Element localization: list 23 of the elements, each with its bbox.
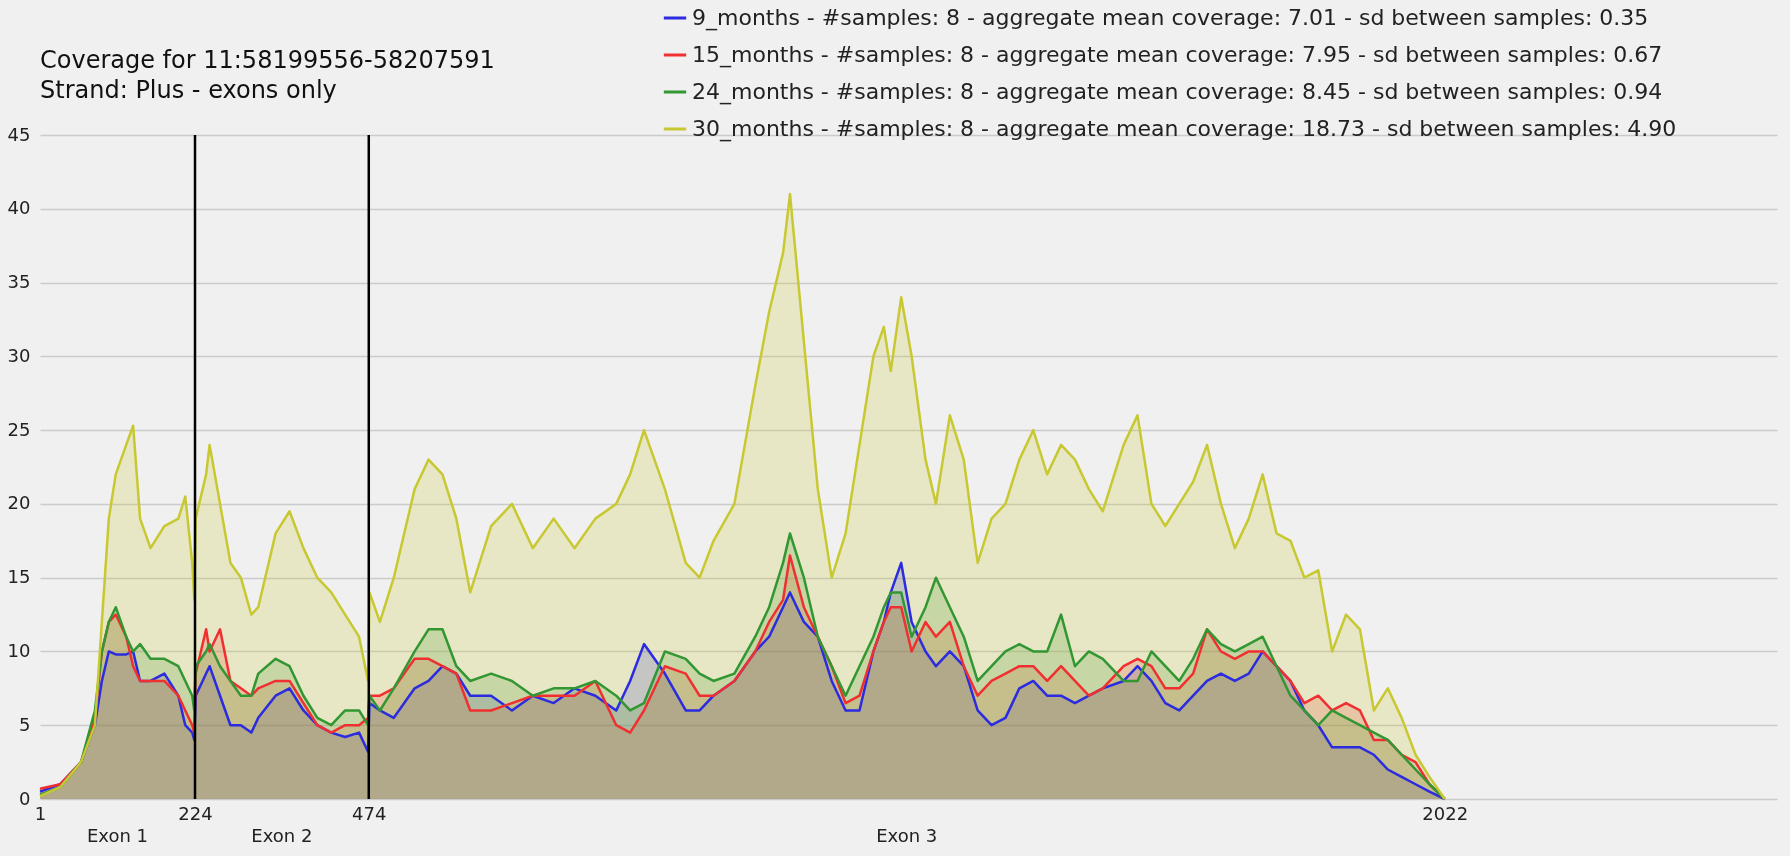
y-tick-label: 10 bbox=[7, 639, 31, 661]
y-tick-label: 15 bbox=[7, 566, 31, 588]
y-tick-label: 45 bbox=[7, 123, 31, 145]
legend-label: 9_months - #samples: 8 - aggregate mean coverage: 7.01 - sd between samples: 0.35 bbox=[692, 5, 1649, 31]
y-tick-label: 25 bbox=[7, 418, 31, 440]
y-tick-label: 30 bbox=[7, 344, 31, 366]
legend-label: 24_months - #samples: 8 - aggregate mean coverage: 8.45 - sd between samples: 0.94 bbox=[692, 79, 1663, 105]
y-tick-label: 5 bbox=[19, 713, 31, 735]
x-tick-label: 1 bbox=[34, 802, 47, 824]
text: Exon 3 bbox=[876, 825, 938, 846]
legend-label: 15_months - #samples: 8 - aggregate mean coverage: 7.95 - sd between samples: 0.67 bbox=[692, 42, 1663, 68]
x-tick-label: 2022 bbox=[1422, 802, 1469, 824]
text: Exon 2 bbox=[251, 825, 313, 846]
x-tick-label: 474 bbox=[352, 802, 387, 824]
chart-title: Coverage for 11:58199556-58207591 bbox=[40, 46, 495, 74]
y-tick-label: 35 bbox=[7, 271, 31, 293]
chart-subtitle: Strand: Plus - exons only bbox=[40, 76, 337, 104]
x-tick-label: 224 bbox=[178, 802, 213, 824]
y-tick-label: 40 bbox=[7, 197, 31, 219]
y-tick-label: 20 bbox=[7, 492, 31, 514]
legend-label: 30_months - #samples: 8 - aggregate mean coverage: 18.73 - sd between samples: 4.90 bbox=[692, 116, 1677, 142]
text: Exon 1 bbox=[86, 825, 149, 846]
y-tick-label: 0 bbox=[19, 787, 31, 809]
